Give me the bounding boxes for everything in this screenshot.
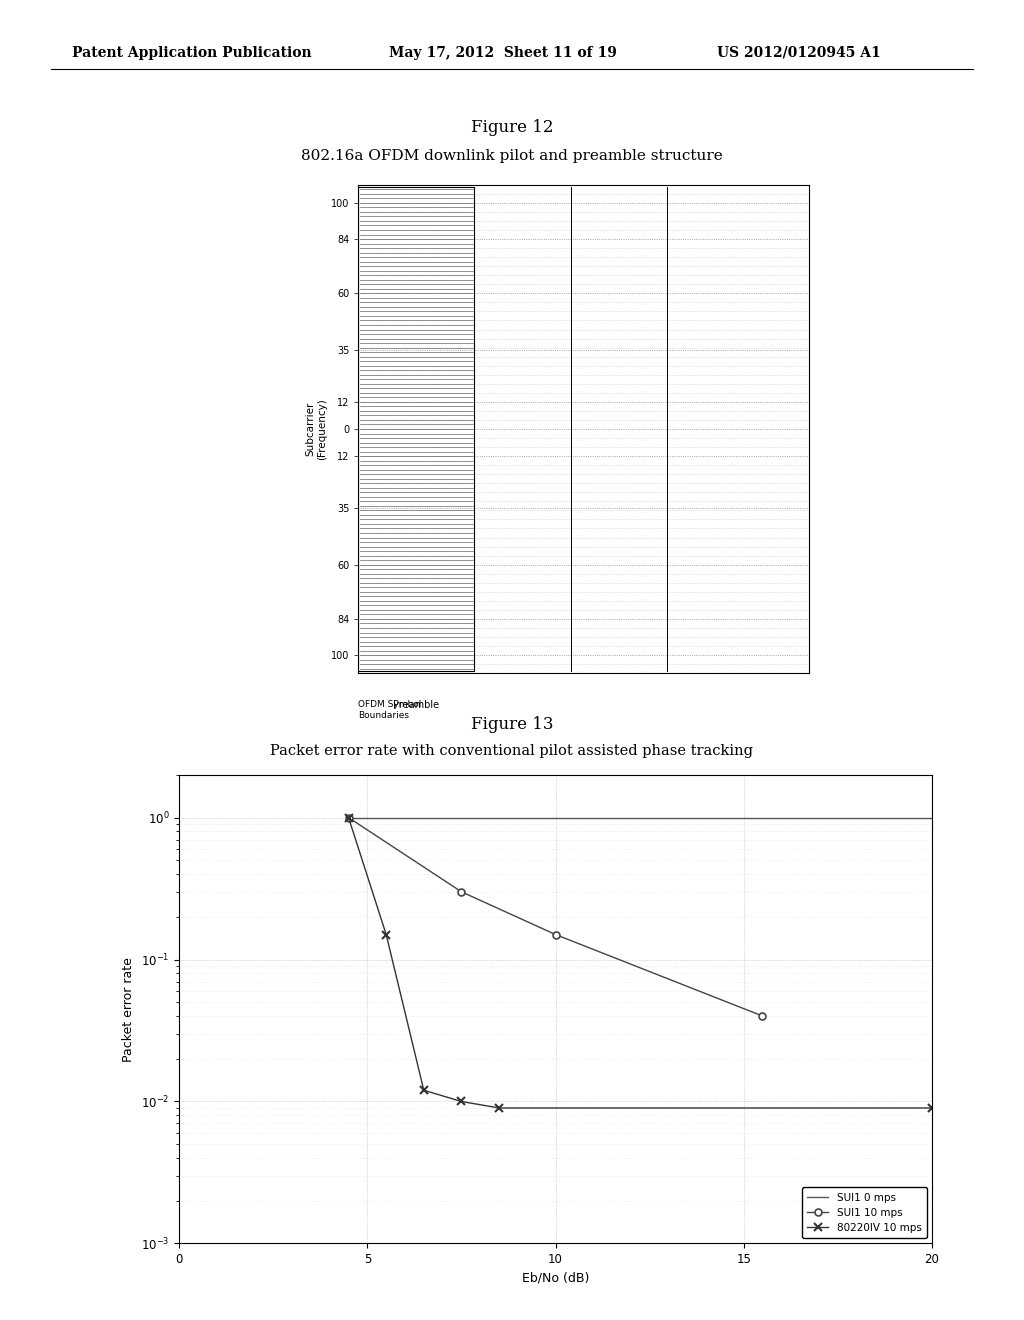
80220IV 10 mps bbox=[926, 1100, 938, 1115]
Y-axis label: Subcarrier
(Frequency): Subcarrier (Frequency) bbox=[305, 399, 327, 459]
Text: Packet error rate with conventional pilot assisted phase tracking: Packet error rate with conventional pilo… bbox=[270, 744, 754, 758]
80220IV 10 mps bbox=[456, 1093, 468, 1109]
SUI1 0 mps bbox=[342, 809, 354, 825]
Line: SUI1 10 mps: SUI1 10 mps bbox=[345, 814, 766, 1019]
SUI1 10 mps bbox=[549, 927, 561, 942]
SUI1 0 mps bbox=[926, 809, 938, 825]
80220IV 10 mps bbox=[380, 927, 392, 942]
SUI1 10 mps bbox=[342, 809, 354, 825]
Bar bbox=[358, 187, 474, 671]
SUI1 0 mps bbox=[737, 809, 750, 825]
SUI1 0 mps bbox=[549, 809, 561, 825]
Text: US 2012/0120945 A1: US 2012/0120945 A1 bbox=[717, 46, 881, 59]
Text: May 17, 2012  Sheet 11 of 19: May 17, 2012 Sheet 11 of 19 bbox=[389, 46, 617, 59]
SUI1 10 mps bbox=[456, 884, 468, 900]
Text: Patent Application Publication: Patent Application Publication bbox=[72, 46, 311, 59]
Text: 802.16a OFDM downlink pilot and preamble structure: 802.16a OFDM downlink pilot and preamble… bbox=[301, 149, 723, 162]
SUI1 0 mps bbox=[361, 809, 374, 825]
Legend: SUI1 0 mps, SUI1 10 mps, 80220IV 10 mps: SUI1 0 mps, SUI1 10 mps, 80220IV 10 mps bbox=[802, 1188, 927, 1238]
Text: Figure 12: Figure 12 bbox=[471, 119, 553, 136]
Text: Figure 13: Figure 13 bbox=[471, 715, 553, 733]
X-axis label: Eb/No (dB): Eb/No (dB) bbox=[522, 1271, 589, 1284]
Text: OFDM Symbol
Boundaries: OFDM Symbol Boundaries bbox=[358, 701, 422, 719]
80220IV 10 mps bbox=[493, 1100, 505, 1115]
SUI1 10 mps bbox=[757, 1008, 769, 1024]
Y-axis label: Packet error rate: Packet error rate bbox=[123, 957, 135, 1061]
Line: 80220IV 10 mps: 80220IV 10 mps bbox=[344, 813, 936, 1113]
80220IV 10 mps bbox=[342, 809, 354, 825]
Text: Preamble: Preamble bbox=[393, 701, 439, 710]
80220IV 10 mps bbox=[418, 1082, 430, 1098]
